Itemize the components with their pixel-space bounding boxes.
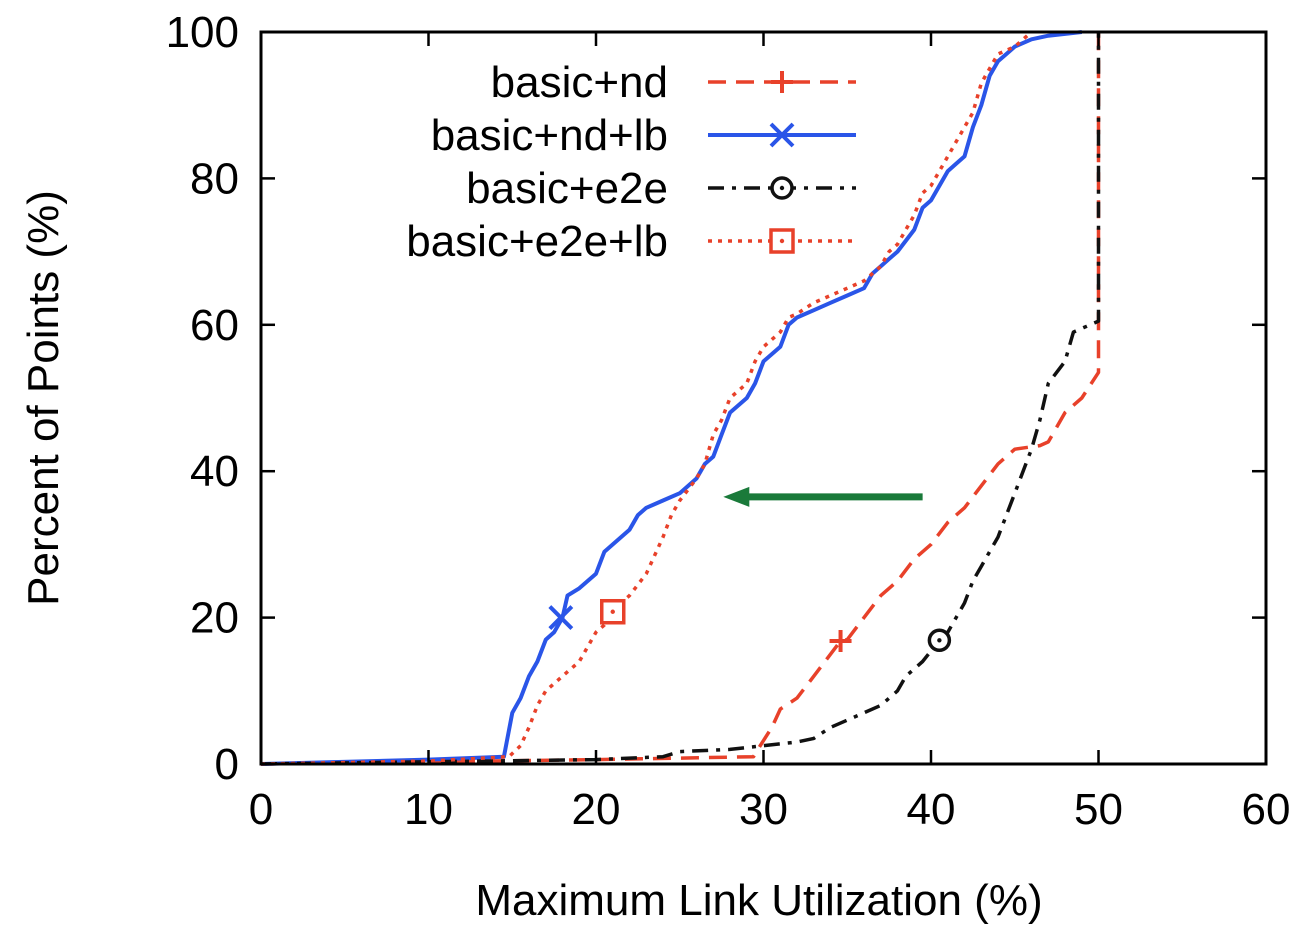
x-axis-label: Maximum Link Utilization (%) [475, 876, 1042, 925]
series-line-basic-e2e-lb [260, 30, 1033, 766]
x-tick-label: 40 [907, 785, 956, 834]
legend-marker [769, 228, 795, 254]
x-tick-label: 20 [572, 785, 621, 834]
x-tick-label: 0 [249, 785, 273, 834]
y-tick-label: 0 [215, 740, 239, 789]
x-tick-label: 50 [1074, 785, 1123, 834]
y-tick-label: 60 [190, 301, 239, 350]
series-line-basic-e2e [260, 32, 1101, 766]
axis-ticks [259, 30, 1268, 766]
plot-lines [260, 30, 1101, 766]
series-marker-basic-nd-lb [548, 605, 574, 631]
legend-label: basic+nd [491, 58, 668, 107]
legend-label: basic+nd+lb [431, 111, 668, 160]
y-tick-label: 80 [190, 154, 239, 203]
legend-label: basic+e2e [466, 164, 668, 213]
x-tick-label: 60 [1242, 785, 1291, 834]
series-line-basic-nd [260, 32, 1101, 766]
x-tick-label: 10 [404, 785, 453, 834]
y-tick-label: 100 [166, 8, 239, 57]
series-marker-basic-e2e [927, 628, 952, 653]
series-marker-basic-e2e-lb [600, 598, 626, 625]
plot-frame [259, 30, 1268, 766]
series-line-basic-nd-lb [260, 30, 1083, 766]
legend-marker [769, 122, 795, 148]
legend-label: basic+e2e+lb [406, 217, 668, 266]
legend-marker [771, 71, 793, 93]
y-tick-label: 20 [190, 594, 239, 643]
plot-markers [548, 598, 952, 653]
annotation-arrow [723, 486, 923, 507]
legend-marker [770, 176, 794, 200]
annotation-group [723, 486, 923, 507]
y-axis-label: Percent of Points (%) [19, 190, 68, 606]
series-marker-basic-nd [829, 630, 852, 653]
axis-tick-labels: 0 10 20 30 40 50 60 0 20 40 60 80 100 [166, 8, 1291, 834]
y-tick-label: 40 [190, 447, 239, 496]
x-tick-label: 30 [739, 785, 788, 834]
